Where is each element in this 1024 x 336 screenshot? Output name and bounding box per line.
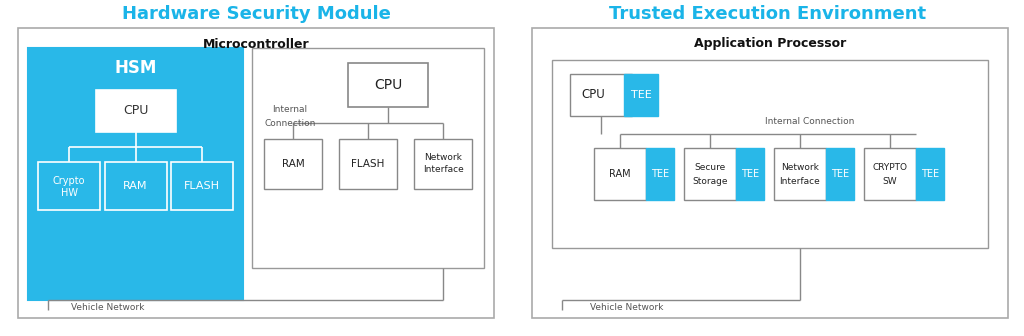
Bar — [736, 148, 764, 200]
Text: TEE: TEE — [830, 169, 849, 179]
Text: Internal: Internal — [272, 106, 307, 115]
Text: CPU: CPU — [582, 88, 605, 101]
Text: Interface: Interface — [779, 176, 820, 185]
Text: HSM: HSM — [115, 59, 157, 77]
Bar — [264, 139, 322, 189]
Text: CPU: CPU — [123, 104, 148, 118]
Text: Trusted Execution Environment: Trusted Execution Environment — [609, 5, 927, 23]
Bar — [774, 148, 826, 200]
Text: Storage: Storage — [692, 176, 728, 185]
Text: Hardware Security Module: Hardware Security Module — [122, 5, 390, 23]
Bar — [28, 48, 243, 300]
Bar — [252, 48, 484, 268]
Text: SW: SW — [883, 176, 897, 185]
Text: Interface: Interface — [423, 166, 464, 174]
Text: Vehicle Network: Vehicle Network — [590, 303, 664, 312]
Text: FLASH: FLASH — [351, 159, 385, 169]
Text: Connection: Connection — [264, 119, 315, 127]
Bar — [95, 90, 175, 132]
Bar — [104, 162, 167, 210]
Bar — [348, 63, 428, 107]
Text: TEE: TEE — [631, 90, 651, 100]
Text: TEE: TEE — [651, 169, 669, 179]
Text: CPU: CPU — [374, 78, 402, 92]
Bar — [916, 148, 944, 200]
Bar — [684, 148, 736, 200]
Text: Secure: Secure — [694, 163, 726, 171]
Text: Network: Network — [424, 154, 462, 163]
Bar — [38, 162, 100, 210]
Text: CRYPTO: CRYPTO — [872, 163, 907, 171]
Bar — [18, 28, 494, 318]
Text: Network: Network — [781, 163, 819, 171]
Bar — [552, 60, 988, 248]
Bar — [339, 139, 397, 189]
Text: FLASH: FLASH — [184, 181, 220, 191]
Text: TEE: TEE — [741, 169, 759, 179]
Bar — [624, 74, 658, 116]
Text: Crypto: Crypto — [53, 176, 85, 186]
Text: RAM: RAM — [282, 159, 304, 169]
Text: TEE: TEE — [921, 169, 939, 179]
Text: RAM: RAM — [609, 169, 631, 179]
Bar — [570, 74, 632, 116]
Bar — [171, 162, 233, 210]
Text: Internal Connection: Internal Connection — [765, 118, 855, 126]
Text: RAM: RAM — [123, 181, 147, 191]
Text: Vehicle Network: Vehicle Network — [72, 303, 144, 312]
Bar — [532, 28, 1008, 318]
Text: Microcontroller: Microcontroller — [203, 38, 309, 50]
Text: HW: HW — [60, 188, 78, 198]
Bar — [826, 148, 854, 200]
Bar — [646, 148, 674, 200]
Bar — [414, 139, 472, 189]
Bar — [864, 148, 916, 200]
Bar — [594, 148, 646, 200]
Text: Application Processor: Application Processor — [694, 38, 846, 50]
